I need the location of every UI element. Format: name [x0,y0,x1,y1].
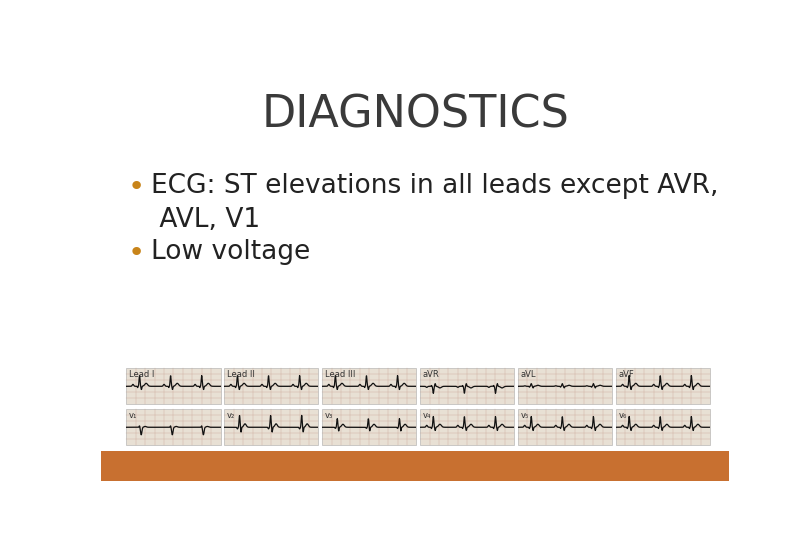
Bar [322,409,416,445]
Bar [322,368,416,404]
Text: •: • [128,173,145,201]
Bar [126,409,220,445]
Text: v₅: v₅ [521,410,529,420]
Text: v₄: v₄ [423,410,431,420]
Text: aVL: aVL [521,369,536,379]
Text: •: • [128,239,145,267]
Bar [322,368,416,404]
Bar [420,409,514,445]
Bar [322,409,416,445]
Bar [101,451,729,481]
Bar [518,409,612,445]
Bar [224,409,318,445]
Text: v₁: v₁ [129,410,137,420]
Text: DIAGNOSTICS: DIAGNOSTICS [261,93,569,136]
Bar [126,368,220,404]
Bar [420,368,514,404]
Bar [616,368,710,404]
Bar [616,409,710,445]
Bar [420,368,514,404]
Text: Lead I: Lead I [129,369,154,379]
Text: v₃: v₃ [325,410,333,420]
Bar [126,409,220,445]
Bar [518,368,612,404]
Bar [518,368,612,404]
Bar [224,368,318,404]
Text: Low voltage: Low voltage [151,239,311,266]
Bar [518,409,612,445]
Text: ECG: ST elevations in all leads except AVR,
 AVL, V1: ECG: ST elevations in all leads except A… [151,173,719,233]
Bar [420,409,514,445]
Text: aVF: aVF [619,369,634,379]
Text: v₂: v₂ [227,410,235,420]
Text: aVR: aVR [423,369,439,379]
Bar [224,409,318,445]
Bar [224,368,318,404]
Text: Lead III: Lead III [325,369,355,379]
Text: Lead II: Lead II [227,369,254,379]
Bar [126,368,220,404]
Bar [616,368,710,404]
Bar [616,409,710,445]
Text: v₆: v₆ [619,410,627,420]
